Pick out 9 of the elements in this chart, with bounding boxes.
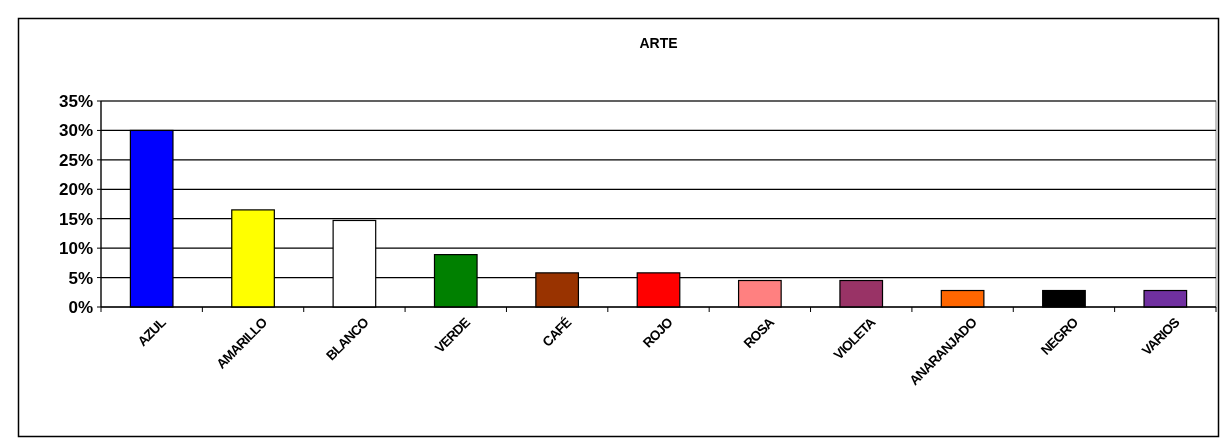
y-tick-label: 0%	[68, 297, 93, 317]
chart-title: ARTE	[639, 35, 678, 51]
y-tick-label: 15%	[58, 209, 93, 229]
y-tick-label: 10%	[58, 239, 93, 259]
y-tick-label: 20%	[58, 180, 93, 200]
y-tick-label: 25%	[58, 150, 93, 170]
y-tick-label: 35%	[58, 91, 93, 111]
y-tick-label: 5%	[68, 268, 93, 288]
y-tick-label: 30%	[58, 121, 93, 141]
